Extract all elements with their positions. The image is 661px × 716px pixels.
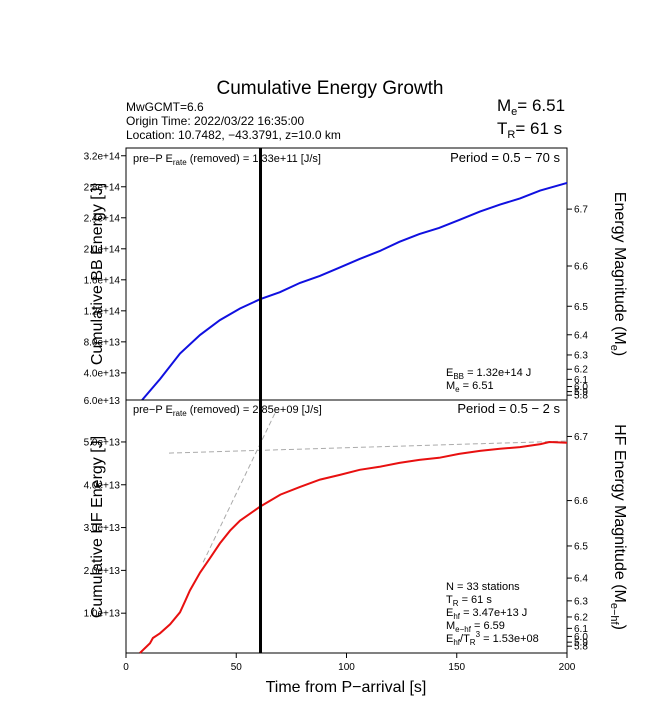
y2-tick-label: 5.9 xyxy=(574,387,588,398)
y-tick-label: 6.0e+13 xyxy=(84,396,121,407)
y-tick-label: 5.0e+13 xyxy=(84,437,121,448)
y2-tick-label: 6.1 xyxy=(574,375,588,386)
y2-tick-label: 6.1 xyxy=(574,624,588,635)
note: TR = 61 s xyxy=(446,594,492,608)
y-tick-label: 2.4e+14 xyxy=(84,213,121,224)
note: EBB = 1.32e+14 J xyxy=(446,367,531,381)
y2-tick-label: 5.8 xyxy=(574,642,588,653)
y2-tick-label: 6.5 xyxy=(574,541,588,552)
pre-p-note: pre−P Erate (removed) = 2.85e+09 [J/s] xyxy=(133,404,322,418)
note: Ehf = 3.47e+13 J xyxy=(446,607,527,621)
y-tick-label: 3.2e+14 xyxy=(84,151,121,162)
y2-tick-label: 6.3 xyxy=(574,350,588,361)
chart-title: Cumulative Energy Growth xyxy=(216,78,443,99)
y2-tick-label: 6.2 xyxy=(574,365,588,376)
y-tick-label: 4.0e+13 xyxy=(84,480,121,491)
series-line xyxy=(141,181,568,401)
y-axis-label: Cumulative BB Energy [J] xyxy=(89,183,106,365)
y2-tick-label: 6.7 xyxy=(574,205,588,216)
x-tick-label: 200 xyxy=(559,662,576,673)
y2-tick-label: 6.0 xyxy=(574,382,588,393)
note: Me = 6.51 xyxy=(446,380,494,394)
y-tick-label: 3.0e+13 xyxy=(84,523,121,534)
y2-tick-label: 6.0 xyxy=(574,632,588,643)
y2-tick-label: 5.9 xyxy=(574,638,588,649)
y-tick-label: 2.0e+14 xyxy=(84,244,121,255)
period: Period = 0.5 − 2 s xyxy=(457,401,560,416)
y-tick-label: 1.2e+14 xyxy=(84,306,121,317)
y2-tick-label: 6.7 xyxy=(574,432,588,443)
x-axis-label: Time from P−arrival [s] xyxy=(266,679,427,696)
x-tick-label: 100 xyxy=(338,662,355,673)
y2-axis-label: HF Energy Magnitude (Me−hf) xyxy=(608,424,628,630)
y-tick-label: 8.0e+13 xyxy=(84,337,121,348)
y-tick-label: 1.6e+14 xyxy=(84,275,121,286)
guide-line xyxy=(202,410,277,563)
y2-tick-label: 6.5 xyxy=(574,302,588,313)
series-line xyxy=(139,440,568,654)
y2-tick-label: 6.4 xyxy=(574,574,588,585)
y-tick-label: 1.0e+13 xyxy=(84,609,121,620)
y2-tick-label: 6.4 xyxy=(574,330,588,341)
pre-p-note: pre−P Erate (removed) = 1.33e+11 [J/s] xyxy=(133,153,321,167)
y2-tick-label: 6.2 xyxy=(574,612,588,623)
note: Ehf/TR3 = 1.53e+08 xyxy=(446,630,539,647)
guide-line xyxy=(168,440,568,454)
x-tick-label: 0 xyxy=(123,662,129,673)
y2-axis-label: Energy Magnitude (Me) xyxy=(608,192,628,356)
x-tick-label: 50 xyxy=(231,662,243,673)
period: Period = 0.5 − 70 s xyxy=(450,150,560,165)
note: Me−hf = 6.59 xyxy=(446,620,505,634)
y2-tick-label: 6.6 xyxy=(574,261,588,272)
header-line: MwGCMT=6.6 xyxy=(126,100,204,114)
header-line: Origin Time: 2022/03/22 16:35:00 xyxy=(126,114,304,128)
y2-tick-label: 6.3 xyxy=(574,596,588,607)
y2-tick-label: 6.6 xyxy=(574,496,588,507)
plot-frame xyxy=(125,147,568,401)
y-tick-label: 2.8e+14 xyxy=(84,182,121,193)
header-tr: TR= 61 s xyxy=(497,119,562,141)
y-tick-label: 2.0e+13 xyxy=(84,566,121,577)
y-axis-label: Cumulative HF Energy [J] xyxy=(89,436,106,618)
header-me: Me= 6.51 xyxy=(497,96,565,118)
x-tick-label: 150 xyxy=(448,662,465,673)
y2-tick-label: 5.8 xyxy=(574,391,588,402)
y-tick-label: 4.0e+13 xyxy=(84,368,121,379)
header-line: Location: 10.7482, −43.3791, z=10.0 km xyxy=(126,128,341,142)
note: N = 33 stations xyxy=(446,581,520,593)
